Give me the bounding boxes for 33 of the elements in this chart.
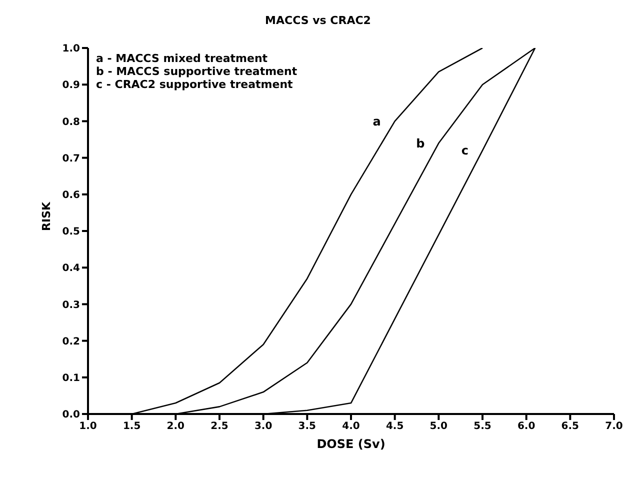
x-tick-label: 3.5 — [298, 421, 316, 432]
y-tick-label: 0.6 — [62, 190, 80, 201]
x-tick-label: 1.0 — [79, 421, 97, 432]
x-tick-label: 5.5 — [474, 421, 492, 432]
y-tick-label: 0.1 — [62, 372, 80, 384]
x-tick-label: 3.0 — [254, 421, 272, 432]
x-tick-label: 2.0 — [166, 421, 185, 432]
y-tick-label: 1.0 — [62, 44, 80, 55]
x-tick-label: 6.0 — [517, 421, 536, 432]
series-label: b — [416, 136, 426, 150]
x-tick-label: 2.5 — [210, 421, 228, 432]
annotation: a - MACCS mixed treatment — [96, 52, 269, 65]
y-tick-label: 0.8 — [62, 116, 80, 128]
x-tick-label: 6.5 — [561, 421, 580, 432]
annotation: c - CRAC2 supportive treatment — [96, 78, 294, 91]
y-tick-label: 0.9 — [62, 80, 80, 92]
y-tick-label: 0.2 — [62, 336, 80, 348]
y-tick-label: 0.3 — [62, 300, 80, 311]
y-tick-label: 0.4 — [62, 263, 80, 274]
chart-title: MACCS vs CRAC2 — [264, 14, 372, 27]
x-tick-label: 4.5 — [386, 421, 404, 432]
y-tick-label: 0.7 — [62, 153, 80, 164]
series-label: a — [372, 114, 381, 128]
series-label: c — [461, 144, 468, 158]
y-tick-label: 0.5 — [62, 226, 80, 238]
y-tick-label: 0.0 — [62, 410, 80, 421]
x-tick-label: 1.5 — [122, 421, 141, 432]
x-tick-label: 4.0 — [342, 421, 360, 432]
annotation: b - MACCS supportive treatment — [96, 65, 298, 78]
x-tick-label: 7.0 — [605, 421, 623, 432]
x-tick-label: 5.0 — [430, 421, 448, 432]
y-axis-title: RISK — [40, 202, 53, 231]
x-axis-title: DOSE (Sv) — [316, 437, 386, 451]
